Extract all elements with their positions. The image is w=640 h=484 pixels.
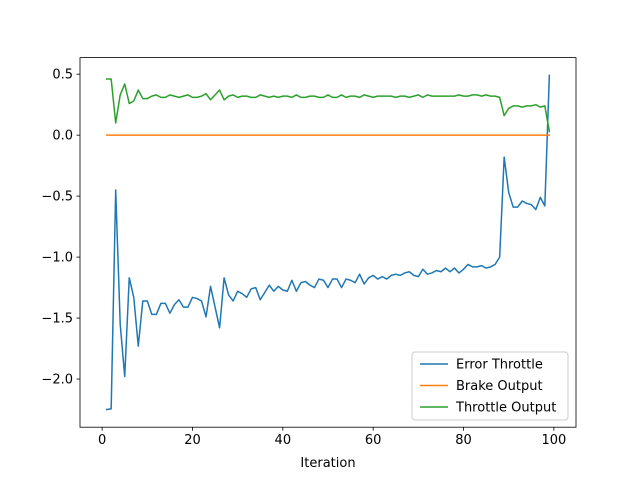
- y-tick-label: −2.0: [41, 373, 73, 388]
- y-tick-label: 0.0: [52, 129, 73, 144]
- x-tick-label: 60: [365, 433, 382, 448]
- legend-box: [411, 351, 569, 421]
- y-axis: −2.0 −1.5 −1.0 −0.5 0.0 0.5: [41, 68, 80, 388]
- legend: Error Throttle Brake Output Throttle Outpu…: [411, 351, 569, 421]
- x-tick-label: 100: [541, 433, 566, 448]
- x-tick-label: 80: [455, 433, 472, 448]
- y-tick-label: −1.5: [41, 312, 73, 327]
- plot-frame: [79, 57, 577, 428]
- x-tick-label: 40: [275, 433, 292, 448]
- y-tick-label: −0.5: [41, 190, 73, 205]
- x-tick-label: 0: [98, 433, 106, 448]
- x-axis-label: Iteration: [300, 456, 355, 471]
- legend-entry: Brake Output: [456, 379, 543, 394]
- y-tick-label: −1.0: [41, 251, 73, 266]
- plot-lines: [105, 74, 551, 411]
- series-line-2: [105, 78, 551, 133]
- y-tick-label: 0.5: [52, 68, 73, 83]
- x-tick-label: 20: [184, 433, 201, 448]
- series-line-0: [105, 74, 551, 411]
- legend-entry: Throttle Output: [455, 401, 556, 416]
- x-axis: 0 20 40 60 80 100: [98, 427, 566, 448]
- legend-entry: Error Throttle: [456, 358, 543, 373]
